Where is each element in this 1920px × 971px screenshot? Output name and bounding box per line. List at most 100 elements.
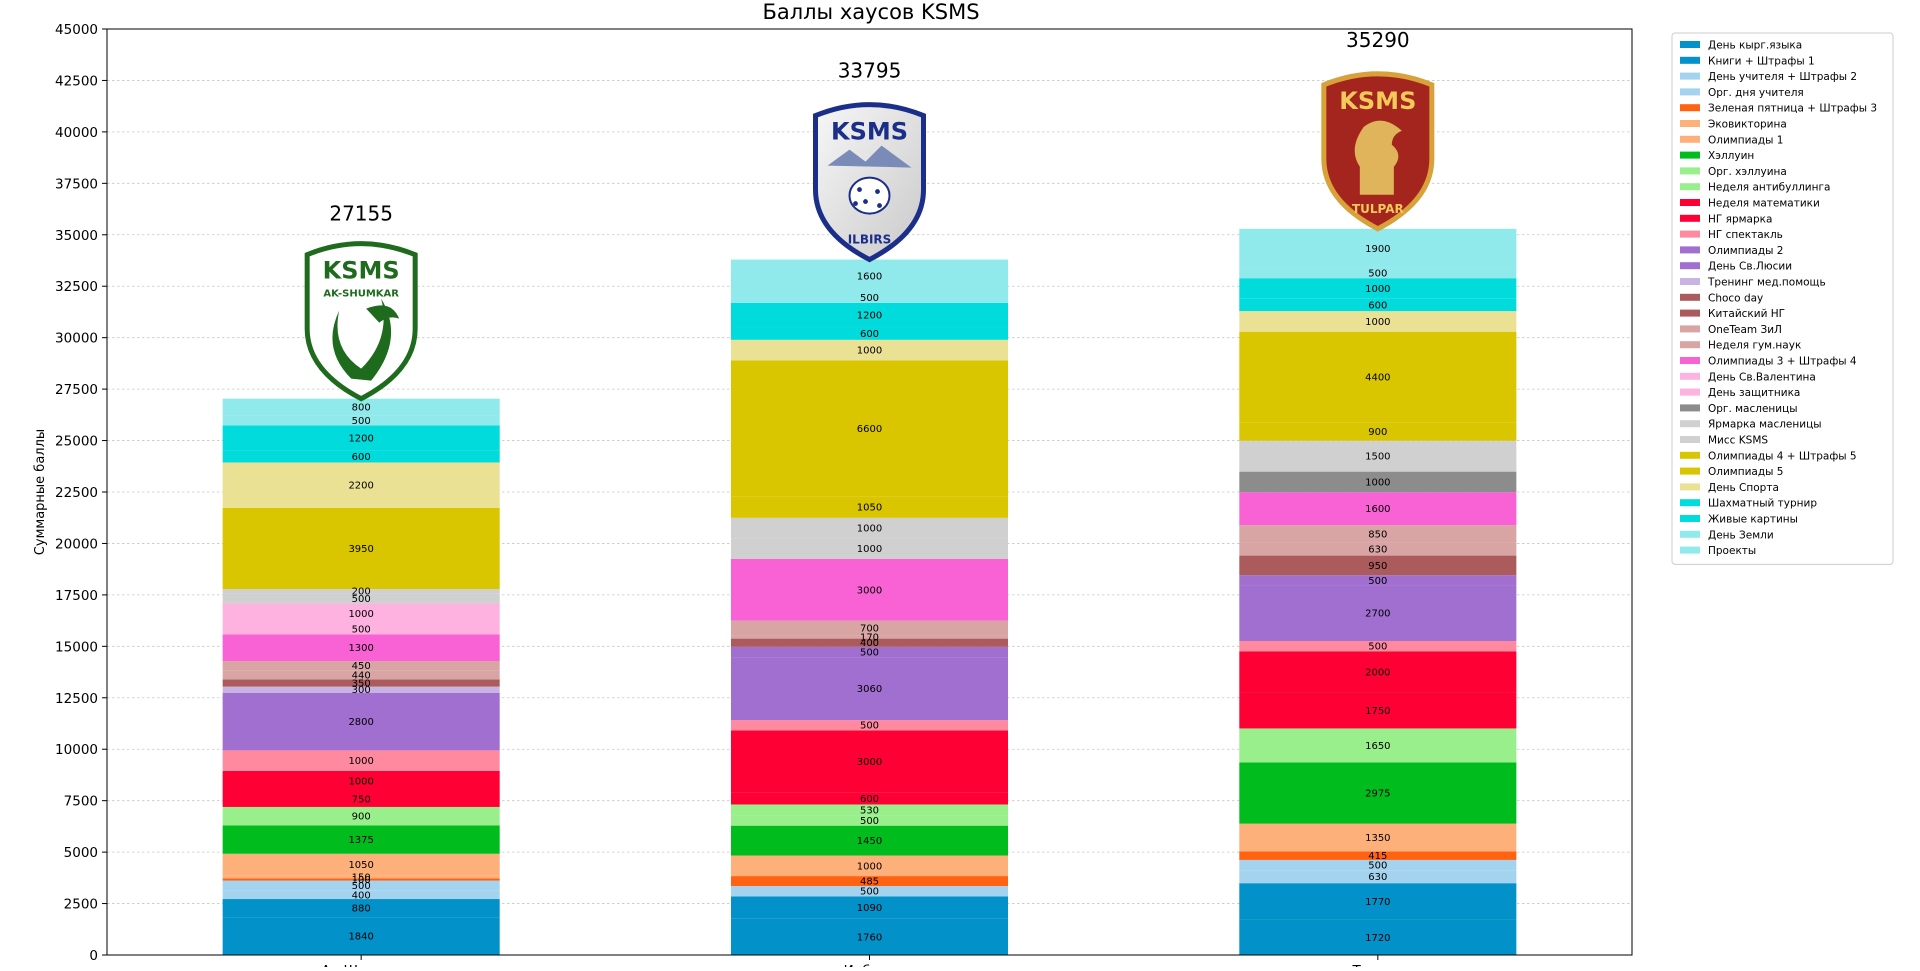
segment-labels: 1840880400500100150105013759007501000100… <box>348 244 1390 944</box>
legend-swatch <box>1680 357 1700 364</box>
legend-swatch <box>1680 246 1700 254</box>
segment-label: 2800 <box>348 717 373 728</box>
segment-label: 1000 <box>857 524 882 535</box>
legend-swatch <box>1680 151 1700 159</box>
segment-label: 500 <box>352 594 371 605</box>
segment-label: 3000 <box>857 757 882 768</box>
y-axis-ticks: 0 2500 5000 7500 10000 12500 15000 17500 20000 22… <box>55 22 107 964</box>
legend-swatch <box>1680 41 1700 48</box>
legend-swatch <box>1680 451 1700 459</box>
bar-segment <box>730 517 1009 539</box>
legend-swatch <box>1680 372 1700 380</box>
segment-label: 150 <box>352 872 371 883</box>
bar-segment <box>1239 728 1517 763</box>
bar-segment <box>730 657 1009 721</box>
legend: День кырг.языка Книги + Штрафы 1 День учит… <box>1671 32 1894 565</box>
legend-label: День Св.Валентина <box>1708 371 1816 383</box>
segment-label: 1200 <box>857 311 882 322</box>
segment-label: 750 <box>352 795 371 806</box>
snow-leopard-icon <box>848 176 891 215</box>
bar-segment <box>730 804 1009 816</box>
bar-segment <box>222 661 500 671</box>
segment-label: 1000 <box>857 346 882 357</box>
bar-segment <box>222 692 500 751</box>
legend-label: Неделя антибуллинга <box>1708 182 1830 194</box>
bar-segment <box>1239 542 1517 556</box>
bar-segment <box>222 875 500 879</box>
legend-label: День Земли <box>1708 529 1774 541</box>
y-tick-label: 20000 <box>55 536 98 552</box>
segment-label: 3950 <box>348 544 373 555</box>
bars <box>222 228 1517 955</box>
x-axis-ticks: Ак-Шумкар Илбирс Тулпар <box>321 955 1404 971</box>
legend-swatch <box>1680 388 1700 396</box>
x-tick-label: Илбирс <box>844 963 896 967</box>
legend-swatch <box>1680 546 1700 554</box>
legend-label: Олимпиады 4 + Штрафы 5 <box>1708 450 1857 462</box>
bar-segment <box>1239 331 1517 423</box>
legend-label: Шахматный турнир <box>1708 498 1817 510</box>
chart-title: Баллы хаусов KSMS <box>762 0 979 24</box>
segment-label: 1200 <box>348 433 373 444</box>
segment-label: 900 <box>352 812 371 823</box>
bar-segment <box>730 292 1009 303</box>
y-tick-label: 15000 <box>55 639 98 655</box>
segment-label: 1375 <box>348 835 373 846</box>
legend-swatch <box>1680 199 1700 206</box>
logo-subtitle: ILBIRS <box>848 233 892 247</box>
segment-label: 3060 <box>857 684 882 695</box>
segment-label: 630 <box>1368 545 1387 556</box>
segment-label: 1090 <box>857 903 882 914</box>
y-tick-label: 25000 <box>55 434 98 450</box>
legend-swatch <box>1680 167 1700 175</box>
segment-label: 4400 <box>1365 372 1390 383</box>
segment-label: 1000 <box>1365 317 1390 328</box>
bar-segment <box>222 806 500 826</box>
bar-segment <box>1239 471 1517 493</box>
legend-label: Неделя математики <box>1708 198 1820 210</box>
logo-subtitle: TULPAR <box>1352 202 1404 216</box>
bar-segment <box>222 917 500 955</box>
legend-label: День Св.Люсии <box>1708 261 1792 273</box>
legend-label: День учителя + Штрафы 2 <box>1708 71 1857 83</box>
mountain-icon <box>827 145 912 168</box>
bar-segment <box>730 792 1009 805</box>
segment-label: 300 <box>352 685 371 696</box>
bar-segment <box>1239 492 1517 526</box>
x-tick-label: Тулпар <box>1352 963 1404 967</box>
legend-swatch <box>1680 230 1700 238</box>
bar-segment <box>222 853 500 876</box>
legend-swatch <box>1680 404 1700 412</box>
bar-segment <box>730 360 1009 497</box>
segment-label: 440 <box>352 670 371 681</box>
y-axis-label: Суммарные баллы <box>33 429 48 555</box>
bar-segment <box>222 593 500 604</box>
bar-segment <box>1239 919 1517 955</box>
segment-label: 1600 <box>1365 504 1390 515</box>
legend-label: Олимпиады 5 <box>1708 466 1783 478</box>
segment-label: 500 <box>352 625 371 636</box>
legend-swatch <box>1680 183 1700 191</box>
bar-segment <box>1239 278 1517 299</box>
bar-segment <box>730 646 1009 658</box>
bar-segment <box>730 302 1009 328</box>
segment-label: 200 <box>352 587 371 598</box>
horse-icon <box>1354 120 1402 195</box>
segment-label: 1000 <box>857 544 882 555</box>
legend-label: Олимпиады 1 <box>1708 134 1783 146</box>
legend-label: Орг. хэллуина <box>1708 166 1787 178</box>
bar-segment <box>730 815 1009 826</box>
legend-label: Орг. дня учителя <box>1708 87 1804 99</box>
segment-label: 880 <box>352 904 371 915</box>
legend-swatch <box>1680 309 1700 317</box>
segment-label: 900 <box>1368 427 1387 438</box>
bar-segment <box>222 750 500 771</box>
bar-segment <box>1239 555 1517 576</box>
legend-label: Choco day <box>1708 292 1763 304</box>
segment-label: 2975 <box>1365 789 1390 800</box>
y-tick-label: 40000 <box>55 125 98 141</box>
bar-segment <box>730 886 1009 897</box>
bar-segment <box>222 507 500 590</box>
bar-segment <box>730 918 1009 955</box>
legend-label: Эковикторина <box>1708 119 1787 131</box>
